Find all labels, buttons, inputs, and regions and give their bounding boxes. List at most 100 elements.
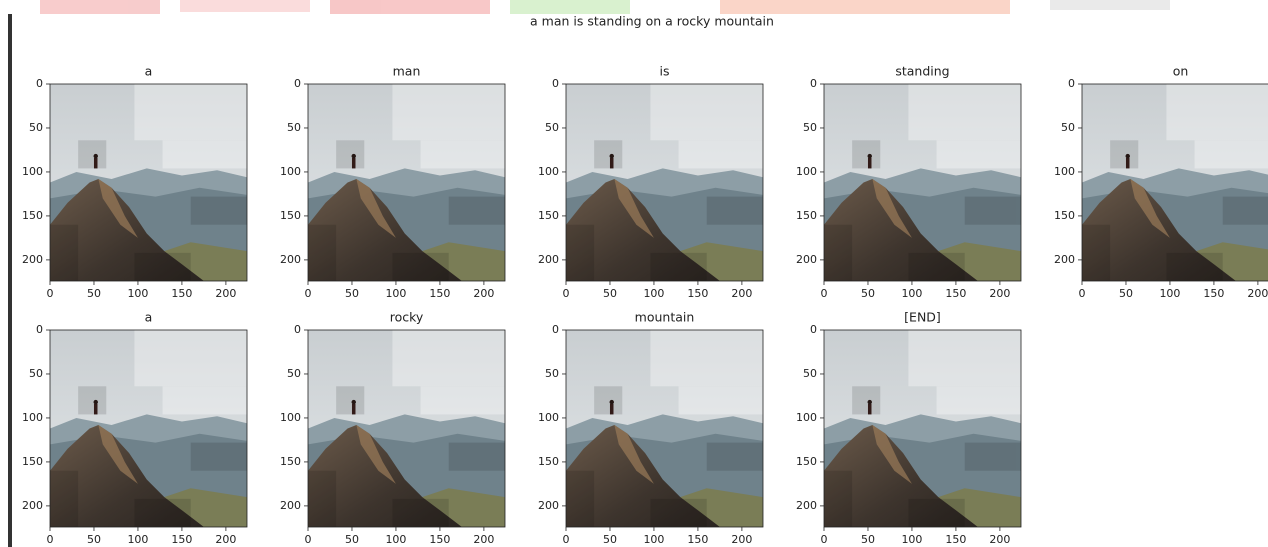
y-tick-label: 200 bbox=[1054, 253, 1075, 266]
y-tick-label: 100 bbox=[22, 411, 43, 424]
x-tick-label: 150 bbox=[171, 533, 192, 546]
y-tick-label: 100 bbox=[1054, 165, 1075, 178]
y-tick-label: 150 bbox=[280, 209, 301, 222]
y-tick-label: 50 bbox=[545, 121, 559, 134]
x-tick-label: 150 bbox=[945, 287, 966, 300]
x-tick-label: 0 bbox=[47, 287, 54, 300]
attention-image bbox=[824, 330, 1021, 527]
y-tick-label: 100 bbox=[796, 165, 817, 178]
subplot: on050100150200050100150200 bbox=[1054, 64, 1268, 301]
attention-image bbox=[824, 84, 1021, 281]
y-tick-label: 0 bbox=[36, 323, 43, 336]
x-tick-label: 200 bbox=[215, 287, 236, 300]
attention-image bbox=[50, 330, 247, 527]
x-tick-label: 100 bbox=[1159, 287, 1180, 300]
x-tick-label: 150 bbox=[687, 533, 708, 546]
x-tick-label: 100 bbox=[901, 287, 922, 300]
x-tick-label: 0 bbox=[563, 287, 570, 300]
x-tick-label: 200 bbox=[731, 533, 752, 546]
x-tick-label: 100 bbox=[127, 533, 148, 546]
x-tick-label: 150 bbox=[1203, 287, 1224, 300]
y-tick-label: 150 bbox=[280, 455, 301, 468]
y-tick-label: 50 bbox=[29, 121, 43, 134]
notebook-output: a man is standing on a rocky mountain a 0… bbox=[0, 0, 1268, 547]
x-tick-label: 150 bbox=[171, 287, 192, 300]
subplot-title: man bbox=[393, 64, 421, 79]
y-tick-label: 100 bbox=[538, 411, 559, 424]
y-tick-label: 200 bbox=[796, 253, 817, 266]
y-tick-label: 200 bbox=[22, 499, 43, 512]
x-tick-label: 50 bbox=[603, 287, 617, 300]
cell-border bbox=[8, 14, 12, 547]
attention-image bbox=[308, 330, 505, 527]
y-tick-label: 0 bbox=[810, 77, 817, 90]
x-tick-label: 50 bbox=[603, 533, 617, 546]
x-tick-label: 200 bbox=[989, 533, 1010, 546]
y-tick-label: 50 bbox=[545, 367, 559, 380]
attention-image bbox=[566, 330, 763, 527]
y-tick-label: 200 bbox=[538, 499, 559, 512]
x-tick-label: 100 bbox=[643, 287, 664, 300]
x-tick-label: 150 bbox=[687, 287, 708, 300]
x-tick-label: 0 bbox=[821, 533, 828, 546]
attention-image bbox=[566, 84, 763, 281]
figure-title: a man is standing on a rocky mountain bbox=[530, 14, 774, 29]
attention-image bbox=[1082, 84, 1268, 281]
subplot-title: [END] bbox=[904, 310, 941, 325]
x-tick-label: 100 bbox=[385, 287, 406, 300]
x-tick-label: 150 bbox=[429, 533, 450, 546]
x-tick-label: 100 bbox=[385, 533, 406, 546]
x-tick-label: 0 bbox=[305, 533, 312, 546]
x-tick-label: 50 bbox=[345, 533, 359, 546]
x-tick-label: 0 bbox=[1079, 287, 1086, 300]
y-tick-label: 0 bbox=[810, 323, 817, 336]
y-tick-label: 200 bbox=[538, 253, 559, 266]
x-tick-label: 0 bbox=[305, 287, 312, 300]
y-tick-label: 0 bbox=[552, 323, 559, 336]
y-tick-label: 150 bbox=[22, 209, 43, 222]
y-tick-label: 150 bbox=[1054, 209, 1075, 222]
x-tick-label: 200 bbox=[473, 533, 494, 546]
subplot-title: a bbox=[145, 64, 153, 79]
y-tick-label: 150 bbox=[538, 209, 559, 222]
y-tick-label: 0 bbox=[1068, 77, 1075, 90]
y-tick-label: 200 bbox=[22, 253, 43, 266]
y-tick-label: 150 bbox=[538, 455, 559, 468]
x-tick-label: 150 bbox=[945, 533, 966, 546]
x-tick-label: 100 bbox=[901, 533, 922, 546]
y-tick-label: 100 bbox=[796, 411, 817, 424]
x-tick-label: 100 bbox=[643, 533, 664, 546]
y-tick-label: 100 bbox=[22, 165, 43, 178]
y-tick-label: 0 bbox=[294, 77, 301, 90]
x-tick-label: 50 bbox=[861, 533, 875, 546]
x-tick-label: 50 bbox=[87, 533, 101, 546]
x-tick-label: 0 bbox=[821, 287, 828, 300]
y-tick-label: 100 bbox=[280, 411, 301, 424]
x-tick-label: 100 bbox=[127, 287, 148, 300]
x-tick-label: 200 bbox=[989, 287, 1010, 300]
attention-image bbox=[50, 84, 247, 281]
y-tick-label: 50 bbox=[803, 367, 817, 380]
x-tick-label: 200 bbox=[1247, 287, 1268, 300]
x-tick-label: 0 bbox=[563, 533, 570, 546]
y-tick-label: 50 bbox=[29, 367, 43, 380]
x-tick-label: 200 bbox=[473, 287, 494, 300]
subplot-title: on bbox=[1173, 64, 1189, 79]
attention-image bbox=[308, 84, 505, 281]
y-tick-label: 0 bbox=[294, 323, 301, 336]
x-tick-label: 50 bbox=[861, 287, 875, 300]
y-tick-label: 50 bbox=[1061, 121, 1075, 134]
x-tick-label: 0 bbox=[47, 533, 54, 546]
y-tick-label: 50 bbox=[803, 121, 817, 134]
subplot-title: a bbox=[145, 310, 153, 325]
x-tick-label: 50 bbox=[87, 287, 101, 300]
y-tick-label: 0 bbox=[552, 77, 559, 90]
x-tick-label: 200 bbox=[731, 287, 752, 300]
subplot: is050100150200050100150200 bbox=[538, 64, 763, 301]
